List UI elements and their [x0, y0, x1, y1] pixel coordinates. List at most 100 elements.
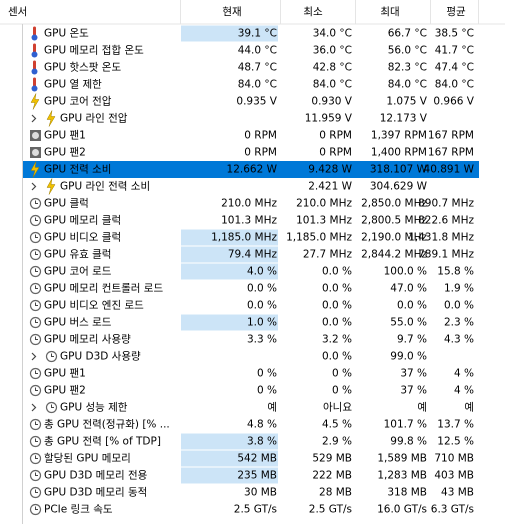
sensor-value: 0.0 %	[322, 300, 352, 312]
sensor-value: 3.2 %	[322, 334, 352, 346]
sensor-value: 47.0 %	[390, 283, 427, 295]
sensor-value: 11.959 V	[305, 113, 353, 125]
sensor-name: GPU 메모리 컨트롤러 로드	[44, 283, 163, 295]
icon	[32, 132, 39, 139]
sensor-value: 0.0 %	[397, 300, 427, 312]
sensor-name: 총 GPU 전력(정규화) [% ...	[44, 419, 170, 431]
sensor-value: 318 MB	[387, 487, 427, 499]
sensor-value: 0.0 %	[444, 300, 474, 312]
icon	[35, 302, 38, 306]
sensor-value: 9.7 %	[397, 334, 427, 346]
sensor-value: 99.8 %	[390, 436, 427, 448]
icon	[35, 506, 38, 510]
sensor-value: 16.0 GT/s	[377, 504, 427, 516]
sensor-value: 890.7 MHz	[418, 198, 474, 210]
sensor-name: GPU 코어 로드	[44, 266, 112, 278]
sensor-value: 2.421 W	[308, 181, 352, 193]
sensor-value: 1,185.0 MHz	[286, 232, 352, 244]
icon	[35, 336, 38, 340]
sensor-value: 34.0 °C	[313, 28, 352, 40]
icon	[51, 404, 54, 408]
sensor-value: 38.5 °C	[435, 28, 474, 40]
cell-highlight	[181, 467, 278, 484]
sensor-value: 43 MB	[441, 487, 474, 499]
sensor-value: 167 RPM	[428, 147, 474, 159]
icon	[31, 68, 38, 75]
icon	[35, 217, 38, 221]
header-cell[interactable]: 최대	[380, 6, 399, 18]
sensor-value: 2,190.0 MHz	[361, 232, 427, 244]
header-cell[interactable]: 최소	[303, 6, 323, 18]
sensor-value: 0.0 %	[322, 317, 352, 329]
icon	[35, 251, 38, 255]
sensor-name: GPU 메모리 접합 온도	[44, 45, 144, 57]
sensor-value: 4.0 %	[247, 266, 277, 278]
sensor-name: GPU 클럭	[44, 198, 89, 210]
sensor-value: 0.0 %	[322, 351, 352, 363]
header-bg	[0, 0, 505, 24]
sensor-value: 1.0 %	[247, 317, 277, 329]
sensor-name: GPU 메모리 클럭	[44, 215, 121, 227]
header-cell[interactable]: 센서	[8, 6, 27, 18]
sensor-value: 101.3 MHz	[221, 215, 277, 227]
cell-highlight	[181, 246, 278, 263]
expander	[31, 403, 37, 412]
icon	[35, 370, 38, 374]
sensor-value: 0.935 V	[236, 96, 277, 108]
sensor-value: 2,844.2 MHz	[361, 249, 427, 261]
header-cell[interactable]: 평균	[446, 6, 466, 18]
sensor-value: 40.891 W	[424, 164, 475, 176]
sensor-value: 4.5 %	[322, 419, 352, 431]
sensor-name: GPU D3D 메모리 동적	[44, 487, 147, 499]
icon	[33, 43, 36, 54]
sensor-value: 0.0 %	[247, 300, 277, 312]
sensor-value: 304.629 W	[370, 181, 428, 193]
sensor-value: 6.3 GT/s	[431, 504, 474, 516]
sensor-value: 28 MB	[319, 487, 352, 499]
icon	[35, 387, 38, 391]
sensor-value: 222 MB	[312, 470, 352, 482]
icon	[35, 200, 38, 204]
sensor-value: 1,431.8 MHz	[408, 232, 474, 244]
sensor-name: GPU 버스 로드	[44, 317, 112, 329]
sensor-value: 1,397 RPM	[371, 130, 427, 142]
sensor-value: 167 RPM	[428, 130, 474, 142]
sensor-value: 0 RPM	[319, 147, 352, 159]
sensor-name: PCIe 링크 속도	[44, 504, 113, 516]
sensor-value: 12.173 V	[380, 113, 428, 125]
sensor-name: GPU 팬1	[44, 130, 86, 142]
header-cell[interactable]: 현재	[222, 6, 241, 18]
sensor-name: GPU 비디오 엔진 로드	[44, 300, 144, 312]
icon	[30, 161, 40, 178]
sensor-value: 1,283 MB	[377, 470, 427, 482]
sensor-value: 41.7 °C	[435, 45, 474, 57]
sensor-value: 542 MB	[237, 453, 277, 465]
sensor-value: 48.7 °C	[238, 62, 277, 74]
sensor-value: 2.3 %	[444, 317, 474, 329]
sensor-value: 44.0 °C	[238, 45, 277, 57]
sensor-value: 84.0 °C	[238, 79, 277, 91]
sensor-value: 1.9 %	[444, 283, 474, 295]
icon	[35, 489, 38, 493]
cell-highlight	[181, 314, 278, 331]
icon	[31, 85, 38, 92]
icon	[35, 319, 38, 323]
icon	[35, 421, 38, 425]
sensor-value: 0.930 V	[311, 96, 352, 108]
sensor-value: 3.8 %	[247, 436, 277, 448]
sensor-value: 30 MB	[244, 487, 277, 499]
sensor-value: 84.0 °C	[313, 79, 352, 91]
sensor-value: 0.966 V	[433, 96, 474, 108]
sensor-value: 101.7 %	[384, 419, 427, 431]
selected-row	[23, 161, 479, 178]
sensor-value: 66.7 °C	[388, 28, 427, 40]
sensor-value: 1.075 V	[386, 96, 427, 108]
icon	[31, 34, 38, 41]
sensor-value: 4 %	[454, 368, 474, 380]
sensor-name: GPU 팬2	[44, 385, 86, 397]
sensor-value: 0 %	[332, 385, 352, 397]
icon	[33, 77, 36, 88]
expander	[31, 352, 37, 361]
sensor-name: GPU 메모리 사용량	[44, 334, 131, 346]
sensor-name: GPU 코어 전압	[44, 95, 112, 108]
